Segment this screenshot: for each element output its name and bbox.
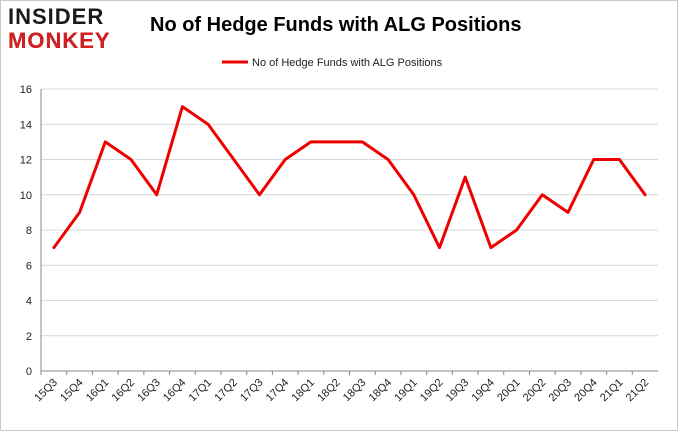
y-tick-label: 4 xyxy=(26,296,32,308)
x-tick-label: 20Q2 xyxy=(521,377,549,405)
x-tick-label: 20Q4 xyxy=(572,377,600,405)
x-tick-label: 20Q3 xyxy=(547,377,575,405)
legend-label: No of Hedge Funds with ALG Positions xyxy=(252,57,443,69)
x-tick-label: 19Q4 xyxy=(469,377,497,405)
x-tick-label: 16Q2 xyxy=(110,377,138,405)
chart-title: No of Hedge Funds with ALG Positions xyxy=(150,14,522,36)
x-tick-label: 17Q3 xyxy=(238,377,266,405)
x-tick-label: 21Q2 xyxy=(624,377,652,405)
y-tick-label: 8 xyxy=(26,225,32,237)
x-tick-label: 18Q2 xyxy=(315,377,343,405)
x-tick-label: 16Q1 xyxy=(84,377,112,405)
x-tick-label: 17Q4 xyxy=(264,377,292,405)
x-tick-label: 16Q3 xyxy=(135,377,163,405)
x-tick-label: 15Q3 xyxy=(32,377,60,405)
y-tick-label: 14 xyxy=(20,119,32,131)
x-tick-label: 19Q2 xyxy=(418,377,446,405)
x-tick-label: 19Q3 xyxy=(444,377,472,405)
y-tick-label: 12 xyxy=(20,155,32,167)
x-tick-label: 18Q1 xyxy=(290,377,318,405)
x-tick-label: 19Q1 xyxy=(392,377,420,405)
x-tick-label: 18Q3 xyxy=(341,377,369,405)
logo-text-bottom: MONKEY xyxy=(8,28,111,53)
y-tick-label: 6 xyxy=(26,260,32,272)
x-tick-label: 15Q4 xyxy=(58,377,86,405)
x-tick-label: 17Q1 xyxy=(187,377,215,405)
x-tick-label: 18Q4 xyxy=(367,377,395,405)
x-tick-label: 21Q1 xyxy=(598,377,626,405)
y-tick-label: 2 xyxy=(26,331,32,343)
y-tick-label: 10 xyxy=(20,190,32,202)
y-tick-label: 0 xyxy=(26,366,32,378)
logo-text-top: INSIDER xyxy=(8,4,105,29)
x-tick-label: 20Q1 xyxy=(495,377,523,405)
y-tick-label: 16 xyxy=(20,84,32,96)
x-tick-label: 17Q2 xyxy=(212,377,240,405)
x-tick-label: 16Q4 xyxy=(161,377,189,405)
series-line xyxy=(52,105,647,250)
